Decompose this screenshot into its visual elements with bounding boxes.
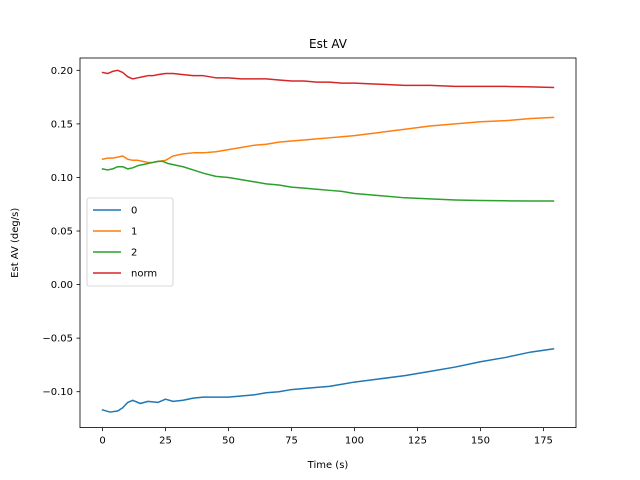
legend-label-norm: norm [131, 269, 157, 280]
x-tick-label: 50 [222, 436, 235, 447]
legend: 0 1 2 norm [86, 197, 174, 287]
legend-label-0: 0 [131, 206, 137, 217]
x-tick-label: 25 [159, 436, 172, 447]
legend-label-1: 1 [131, 227, 137, 238]
legend-label-2: 2 [131, 248, 137, 259]
y-tick-label: 0.20 [51, 66, 73, 77]
y-tick-label: 0.15 [51, 119, 73, 130]
series-line-norm [101, 69, 555, 89]
legend-entries: 0 1 2 norm [93, 206, 157, 280]
legend-frame [86, 197, 174, 287]
x-tick-label: 100 [345, 436, 364, 447]
y-axis-label: Est AV (deg/s) [10, 208, 21, 278]
x-tick-label: 175 [534, 436, 553, 447]
plot-area [79, 57, 577, 429]
x-axis-ticks: 0 25 50 75 100 125 150 175 [99, 427, 553, 447]
y-tick-label: −0.10 [42, 387, 73, 398]
axes-frame [79, 57, 577, 429]
series-line-0 [101, 348, 555, 413]
series-line-1 [101, 116, 555, 164]
chart-title: Est AV [309, 37, 348, 51]
x-tick-label: 125 [408, 436, 427, 447]
series-line-2 [101, 160, 555, 202]
x-tick-label: 150 [471, 436, 490, 447]
y-axis-ticks: −0.10 −0.05 0.00 0.05 0.10 0.15 0.20 [42, 66, 80, 398]
x-tick-label: 0 [99, 436, 105, 447]
y-tick-label: 0.05 [51, 227, 73, 238]
y-tick-label: 0.00 [51, 280, 73, 291]
y-tick-label: 0.10 [51, 173, 73, 184]
x-axis-label: Time (s) [307, 460, 349, 471]
series-layer [101, 69, 555, 413]
y-tick-label: −0.05 [42, 334, 73, 345]
x-tick-label: 75 [285, 436, 298, 447]
